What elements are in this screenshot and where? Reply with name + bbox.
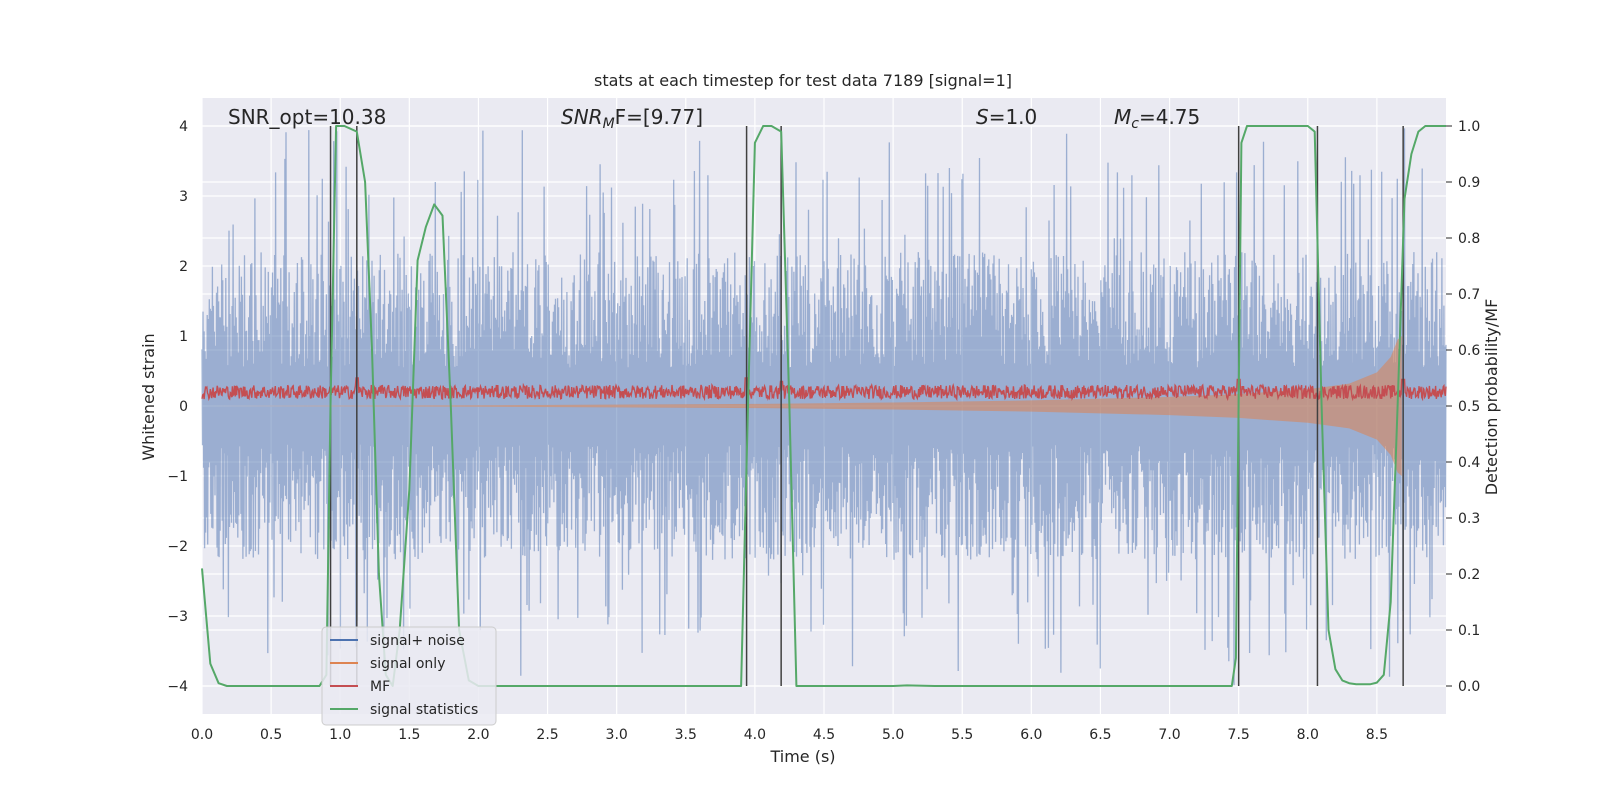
- y-tick-label: 3: [179, 189, 188, 205]
- y-axis-ticks: −4 −3 −2 −1 0 1 2 3 4: [167, 119, 188, 695]
- x-tick-label: 6.5: [1089, 727, 1111, 743]
- x-tick-label: 0.0: [191, 727, 213, 743]
- signal-only-series: [202, 336, 1402, 476]
- annotation-s-main: S: [976, 105, 989, 129]
- y2-tick-label: 0.4: [1458, 455, 1480, 471]
- y2-tick-label: 0.9: [1458, 175, 1480, 191]
- y2-tick-label: 0.0: [1458, 679, 1480, 695]
- x-tick-label: 5.0: [882, 727, 904, 743]
- legend: signal+ noise signal only MF signal stat…: [321, 626, 497, 726]
- y-tick-label: 4: [179, 119, 188, 135]
- x-tick-label: 7.5: [1228, 727, 1250, 743]
- x-tick-label: 0.5: [260, 727, 282, 743]
- legend-box: [321, 626, 497, 726]
- y-axis-label: Whitened strain: [139, 333, 158, 460]
- chart-title: stats at each timestep for test data 718…: [594, 71, 1012, 90]
- y2-tick-label: 0.7: [1458, 287, 1480, 303]
- y-tick-label: −4: [167, 679, 188, 695]
- y2-tick-label: 0.3: [1458, 511, 1480, 527]
- y2-tick-label: 0.1: [1458, 623, 1480, 639]
- y-tick-label: 0: [179, 399, 188, 415]
- x-tick-label: 3.0: [606, 727, 628, 743]
- x-axis-label: Time (s): [769, 747, 835, 766]
- y2-tick-label: 0.5: [1458, 399, 1480, 415]
- signal-only-band: [202, 336, 1402, 476]
- legend-label-signal-only: signal only: [370, 656, 445, 672]
- signal-statistics-line: [201, 125, 1446, 687]
- annotation-snr-mf-main: SNR: [561, 105, 603, 129]
- x-tick-label: 1.5: [398, 727, 420, 743]
- annotation-s: S=1.0: [976, 105, 1037, 129]
- x-tick-label: 7.0: [1158, 727, 1180, 743]
- legend-label-signal-noise: signal+ noise: [370, 633, 465, 649]
- x-tick-label: 2.0: [467, 727, 489, 743]
- annotation-snr-mf-sub: M: [603, 116, 615, 132]
- legend-label-mf: MF: [370, 679, 390, 695]
- y2-axis-label: Detection probability/MF: [1482, 299, 1501, 496]
- y-tick-label: 2: [179, 259, 188, 275]
- x-tick-label: 8.5: [1366, 727, 1388, 743]
- y-tick-label: 1: [179, 329, 188, 345]
- x-tick-label: 4.5: [813, 727, 835, 743]
- x-tick-label: 2.5: [536, 727, 558, 743]
- annotation-mc: Mc=4.75: [1114, 105, 1200, 132]
- annotation-mc-main: M: [1114, 105, 1131, 129]
- annotation-s-rest: =1.0: [989, 105, 1038, 129]
- x-tick-label: 1.0: [329, 727, 351, 743]
- annotation-snr-mf-rest: F=[9.77]: [615, 105, 703, 129]
- y2-tick-label: 1.0: [1458, 119, 1480, 135]
- signal-statistics-series: [201, 125, 1446, 687]
- legend-label-signal-statistics: signal statistics: [370, 702, 478, 718]
- annotation-snr-opt: SNR_opt=10.38: [228, 105, 386, 129]
- x-tick-label: 8.0: [1297, 727, 1319, 743]
- annotation-mc-sub: c: [1131, 116, 1139, 132]
- y-tick-label: −3: [167, 609, 188, 625]
- x-tick-label: 6.0: [1020, 727, 1042, 743]
- x-tick-label: 4.0: [744, 727, 766, 743]
- y2-tick-label: 0.2: [1458, 567, 1480, 583]
- y2-axis-ticks: 0.0 0.1 0.2 0.3 0.4 0.5 0.6 0.7 0.8 0.9 1.0: [1446, 119, 1480, 695]
- x-axis-ticks: 0.0 0.5 1.0 1.5 2.0 2.5 3.0 3.5 4.0 4.5 5.0 5.5 6.0 6…: [191, 727, 1388, 743]
- x-tick-label: 5.5: [951, 727, 973, 743]
- annotation-mc-rest: =4.75: [1139, 105, 1200, 129]
- y2-tick-label: 0.6: [1458, 343, 1480, 359]
- annotation-snr-mf: SNRMF=[9.77]: [561, 105, 703, 132]
- y-tick-label: −2: [167, 539, 188, 555]
- y-tick-label: −1: [167, 469, 188, 485]
- x-tick-label: 3.5: [675, 727, 697, 743]
- y2-tick-label: 0.8: [1458, 231, 1480, 247]
